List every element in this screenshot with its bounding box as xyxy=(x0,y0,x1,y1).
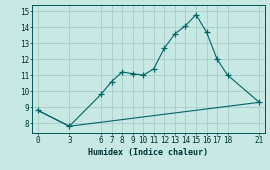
X-axis label: Humidex (Indice chaleur): Humidex (Indice chaleur) xyxy=(89,148,208,157)
